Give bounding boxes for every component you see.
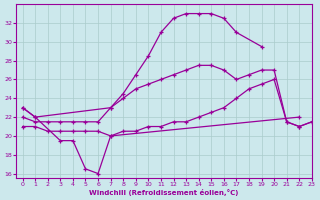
X-axis label: Windchill (Refroidissement éolien,°C): Windchill (Refroidissement éolien,°C) xyxy=(89,189,239,196)
